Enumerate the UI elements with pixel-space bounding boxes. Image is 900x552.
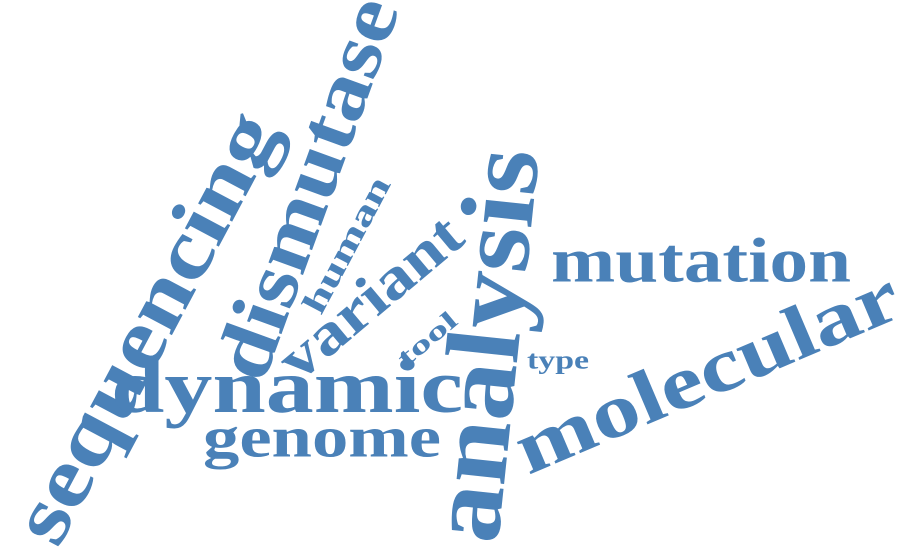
word-dynamic: dynamic <box>111 345 463 429</box>
word-mutation: mutation <box>551 225 851 296</box>
word-genome: genome <box>203 405 441 470</box>
word-type: type <box>527 346 589 375</box>
